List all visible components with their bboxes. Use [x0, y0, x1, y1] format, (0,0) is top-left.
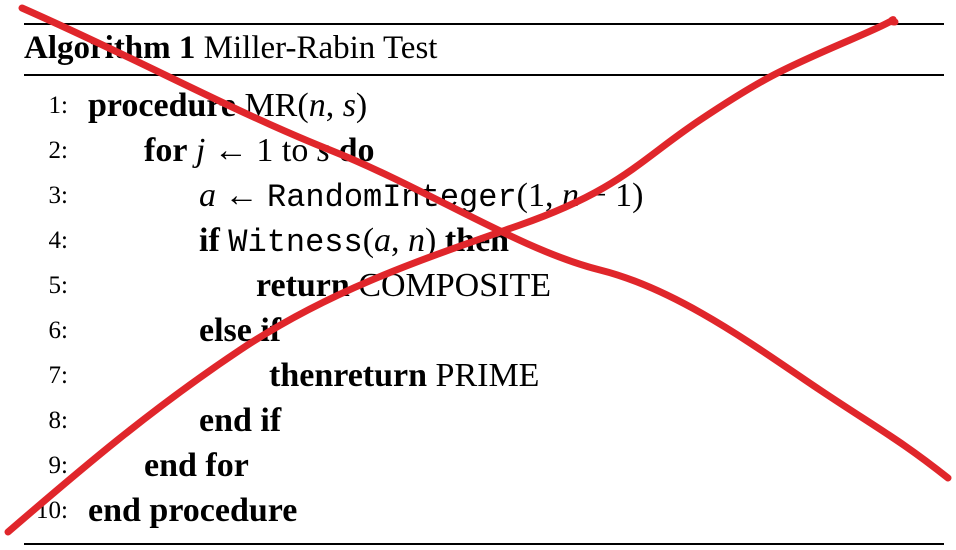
line-number: 9:: [48, 452, 68, 479]
code-text: ,: [391, 222, 409, 259]
code-text: [187, 132, 196, 169]
math-variable: s: [342, 87, 356, 124]
keyword: procedure: [88, 87, 236, 124]
line-code: else if: [199, 308, 281, 353]
math-variable: a: [199, 177, 216, 214]
code-text: − 1): [578, 177, 644, 214]
math-variable: n: [408, 222, 426, 259]
math-variable: s: [316, 132, 331, 169]
line-number: 4:: [48, 227, 68, 254]
math-variable: n: [561, 177, 579, 214]
code-line: 1: procedure MR(n, s): [0, 83, 940, 128]
line-code: if Witness(a, n) then: [199, 218, 509, 265]
line-number: 6:: [48, 317, 68, 344]
line-number: 10:: [36, 497, 68, 524]
keyword: else if: [199, 312, 282, 349]
line-code: end procedure: [88, 488, 297, 533]
code-line: 10: end procedure: [0, 488, 940, 533]
math-variable: n: [308, 87, 326, 124]
keyword: end procedure: [88, 492, 298, 529]
keyword: then: [444, 222, 510, 259]
code-text: COMPOSITE: [349, 267, 552, 304]
code-line: 3: a ← RandomInteger(1, n − 1): [0, 173, 940, 218]
code-line: 2: for j ← 1 to s do: [0, 128, 940, 173]
algorithm-label: Algorithm 1: [24, 30, 196, 66]
code-text: ,: [325, 87, 343, 124]
keyword: for: [144, 132, 188, 169]
code-text: (1,: [516, 177, 562, 214]
keyword: thenreturn: [269, 357, 428, 394]
algorithm-caption: Algorithm 1 Miller-Rabin Test: [24, 29, 437, 67]
code-text: ): [425, 222, 445, 259]
line-code: for j ← 1 to s do: [144, 128, 374, 173]
line-number: 7:: [48, 362, 68, 389]
line-number: 2:: [48, 137, 68, 164]
code-text: [220, 222, 229, 259]
code-text: [330, 132, 339, 169]
line-code: end for: [144, 443, 249, 488]
line-code: a ← RandomInteger(1, n − 1): [199, 173, 643, 220]
code-text: (: [362, 222, 375, 259]
algorithm-title: Miller-Rabin Test: [203, 30, 438, 66]
code-line: 8: end if: [0, 398, 940, 443]
code-line: 6: else if: [0, 308, 940, 353]
code-line: 9: end for: [0, 443, 940, 488]
code-text: MR(: [235, 87, 309, 124]
code-text: PRIME: [427, 357, 540, 394]
line-number: 8:: [48, 407, 68, 434]
line-code: thenreturn PRIME: [269, 353, 539, 398]
code-line: 5: return COMPOSITE: [0, 263, 940, 308]
line-code: end if: [199, 398, 281, 443]
line-number: 3:: [48, 182, 68, 209]
bottom-rule: [24, 543, 944, 545]
function-name: Witness: [228, 224, 363, 261]
code-text: ←: [216, 177, 267, 214]
function-name: RandomInteger: [267, 179, 517, 216]
math-variable: j: [195, 132, 206, 169]
line-number: 5:: [48, 272, 68, 299]
math-variable: a: [374, 222, 392, 259]
line-number: 1:: [48, 92, 68, 119]
keyword: end for: [144, 447, 249, 484]
code-line: 7: thenreturn PRIME: [0, 353, 940, 398]
line-code: procedure MR(n, s): [88, 83, 367, 128]
code-text: ← 1 to: [205, 132, 317, 169]
line-code: return COMPOSITE: [256, 263, 551, 308]
code-text: ): [355, 87, 368, 124]
top-rule: [24, 23, 944, 25]
keyword: end if: [199, 402, 282, 439]
code-line: 4: if Witness(a, n) then: [0, 218, 940, 263]
caption-rule: [24, 74, 944, 76]
keyword: return: [256, 267, 350, 304]
keyword: do: [338, 132, 375, 169]
keyword: if: [199, 222, 220, 259]
